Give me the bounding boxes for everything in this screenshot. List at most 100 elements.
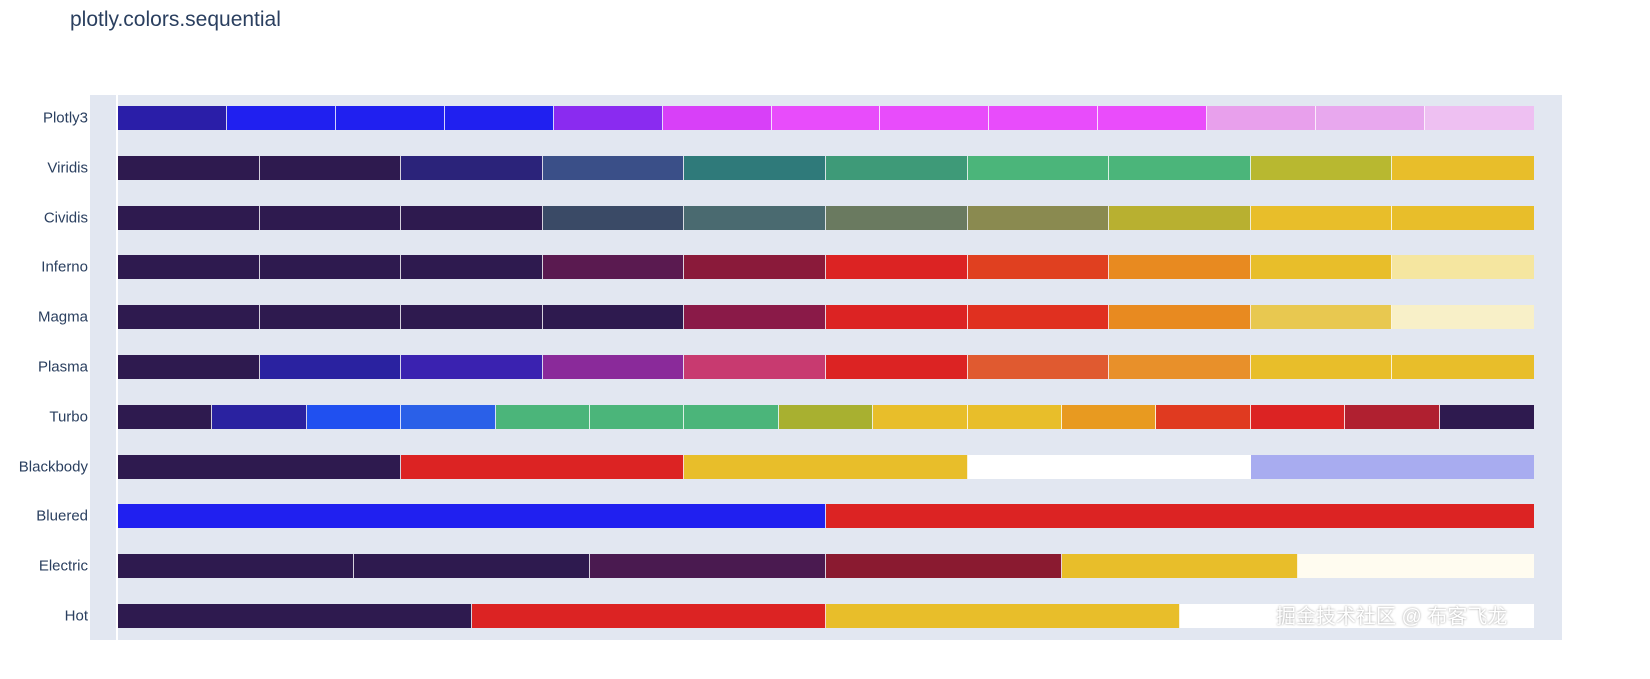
swatch-magma-7 xyxy=(1109,305,1251,330)
swatch-cividis-7 xyxy=(1109,205,1251,230)
swatch-turbo-14 xyxy=(1439,404,1534,429)
swatch-blackbody-0 xyxy=(118,454,402,479)
swatch-inferno-4 xyxy=(684,255,826,280)
swatch-plasma-7 xyxy=(1109,355,1251,379)
swatch-hot-0 xyxy=(118,604,472,628)
swatch-magma-4 xyxy=(684,305,826,330)
swatch-turbo-12 xyxy=(1250,404,1346,429)
swatch-plasma-4 xyxy=(684,355,826,379)
zero-line xyxy=(116,95,118,640)
swatch-inferno-8 xyxy=(1250,255,1393,280)
swatch-bluered-0 xyxy=(118,504,826,529)
swatch-turbo-2 xyxy=(306,404,402,429)
swatch-plotly3-10 xyxy=(1207,106,1317,130)
swatch-magma-6 xyxy=(967,305,1110,330)
swatch-turbo-8 xyxy=(873,404,968,429)
swatch-cividis-3 xyxy=(542,205,685,230)
swatch-magma-0 xyxy=(118,305,260,330)
tick-label-turbo: Turbo xyxy=(49,408,88,426)
swatch-plotly3-8 xyxy=(989,106,1099,130)
swatch-viridis-9 xyxy=(1392,155,1534,180)
swatch-inferno-9 xyxy=(1392,255,1534,280)
swatch-electric-4 xyxy=(1062,554,1298,579)
swatch-plasma-1 xyxy=(259,355,402,379)
swatch-viridis-3 xyxy=(542,155,685,180)
swatch-turbo-9 xyxy=(967,404,1062,429)
swatch-cividis-5 xyxy=(826,205,968,230)
swatch-turbo-1 xyxy=(212,404,307,429)
tick-label-electric: Electric xyxy=(38,557,88,575)
swatch-blackbody-1 xyxy=(401,454,685,479)
swatch-plotly3-4 xyxy=(553,106,663,130)
swatch-inferno-6 xyxy=(967,255,1110,280)
swatch-viridis-2 xyxy=(401,155,543,180)
swatch-viridis-0 xyxy=(118,155,260,180)
swatch-viridis-5 xyxy=(826,155,968,180)
swatch-magma-2 xyxy=(401,305,543,330)
swatch-plotly3-9 xyxy=(1098,106,1208,130)
swatch-magma-8 xyxy=(1250,305,1393,330)
swatch-turbo-13 xyxy=(1345,404,1440,429)
swatch-turbo-0 xyxy=(118,404,213,429)
swatch-turbo-10 xyxy=(1062,404,1157,429)
swatch-cividis-0 xyxy=(118,205,260,230)
swatch-magma-5 xyxy=(826,305,968,330)
swatch-plotly3-7 xyxy=(880,106,990,130)
swatch-plotly3-11 xyxy=(1316,106,1426,130)
swatch-blackbody-4 xyxy=(1250,454,1534,479)
swatch-electric-5 xyxy=(1298,554,1534,579)
tick-label-blackbody: Blackbody xyxy=(18,458,88,476)
swatch-cividis-6 xyxy=(967,205,1110,230)
swatch-magma-3 xyxy=(542,305,685,330)
swatch-blackbody-3 xyxy=(967,454,1251,479)
swatch-cividis-2 xyxy=(401,205,543,230)
swatch-inferno-0 xyxy=(118,255,260,280)
swatch-plasma-3 xyxy=(542,355,685,379)
swatch-turbo-6 xyxy=(684,404,779,429)
swatch-inferno-2 xyxy=(401,255,543,280)
swatch-plasma-5 xyxy=(826,355,968,379)
swatch-plotly3-6 xyxy=(771,106,881,130)
swatch-cividis-8 xyxy=(1250,205,1393,230)
swatch-plasma-9 xyxy=(1392,355,1534,379)
watermark: 掘金技术社区 @ 布客飞龙 xyxy=(1276,606,1508,628)
swatch-viridis-1 xyxy=(259,155,402,180)
tick-label-cividis: Cividis xyxy=(43,209,88,227)
swatch-inferno-3 xyxy=(542,255,685,280)
swatch-turbo-3 xyxy=(401,404,496,429)
swatch-plasma-8 xyxy=(1250,355,1393,379)
swatch-magma-1 xyxy=(259,305,402,330)
swatch-electric-1 xyxy=(354,554,590,579)
swatch-hot-2 xyxy=(826,604,1180,628)
tick-label-hot: Hot xyxy=(64,607,88,625)
swatch-plotly3-0 xyxy=(118,106,227,130)
swatch-inferno-7 xyxy=(1109,255,1251,280)
swatch-viridis-6 xyxy=(967,155,1110,180)
tick-label-plotly3: Plotly3 xyxy=(42,109,88,127)
swatch-inferno-5 xyxy=(826,255,968,280)
tick-label-viridis: Viridis xyxy=(47,159,88,177)
swatch-viridis-8 xyxy=(1250,155,1393,180)
chart-title: plotly.colors.sequential xyxy=(70,8,281,31)
swatch-plasma-2 xyxy=(401,355,543,379)
swatch-turbo-7 xyxy=(778,404,874,429)
tick-label-inferno: Inferno xyxy=(41,258,88,276)
swatch-turbo-5 xyxy=(590,404,685,429)
swatch-inferno-1 xyxy=(259,255,402,280)
swatch-cividis-9 xyxy=(1392,205,1534,230)
swatch-plasma-0 xyxy=(118,355,260,379)
swatch-plotly3-1 xyxy=(226,106,336,130)
swatch-turbo-11 xyxy=(1156,404,1251,429)
swatch-cividis-1 xyxy=(259,205,402,230)
swatch-plotly3-5 xyxy=(662,106,772,130)
swatch-cividis-4 xyxy=(684,205,826,230)
swatch-hot-3 xyxy=(1180,604,1534,628)
swatch-electric-3 xyxy=(826,554,1062,579)
swatch-viridis-7 xyxy=(1109,155,1251,180)
swatch-hot-1 xyxy=(472,604,826,628)
tick-label-bluered: Bluered xyxy=(36,507,88,525)
swatch-bluered-1 xyxy=(826,504,1534,529)
tick-label-magma: Magma xyxy=(37,308,88,326)
swatch-blackbody-2 xyxy=(684,454,968,479)
swatch-electric-2 xyxy=(590,554,826,579)
